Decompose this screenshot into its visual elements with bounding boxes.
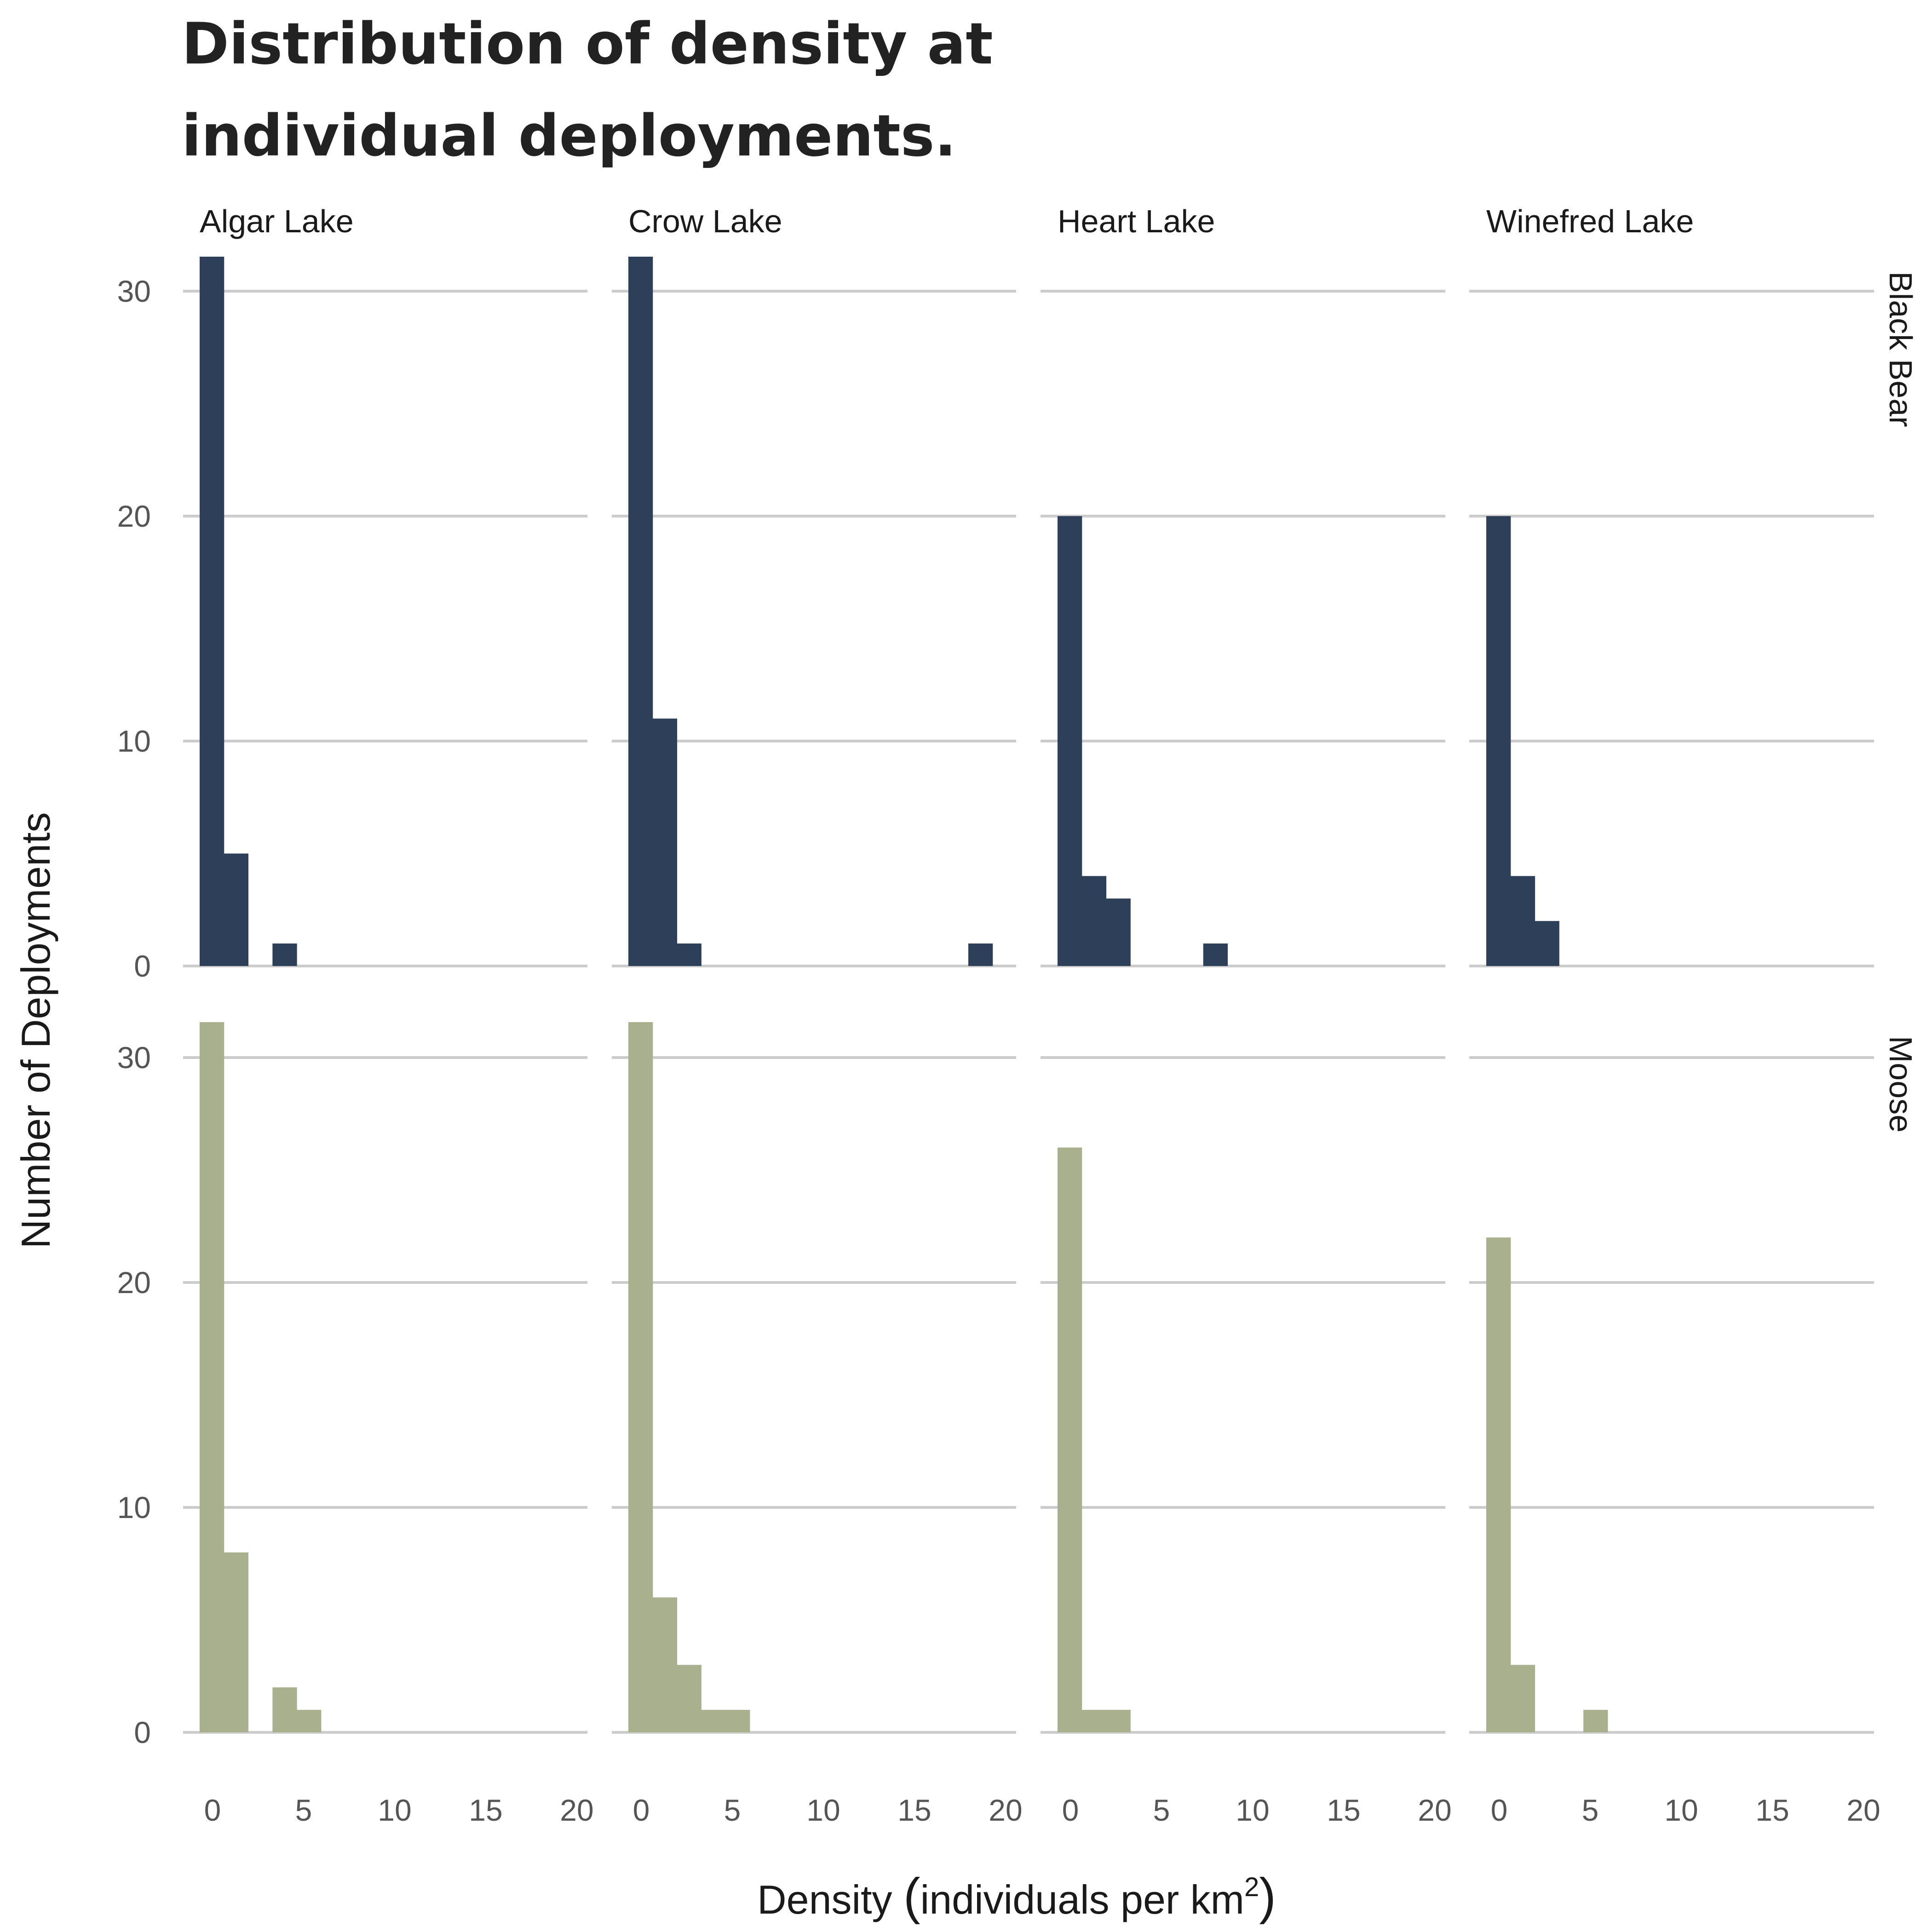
bar-black-bear-algar-lake-1	[224, 853, 249, 966]
chart-title-line-2: individual deployments.	[182, 103, 956, 169]
y-tick-label-moose-0: 0	[134, 1715, 151, 1749]
bar-black-bear-winefred-lake-2	[1535, 921, 1559, 966]
bar-moose-crow-lake-3	[701, 1710, 726, 1732]
x-tick-label-winefred-lake-20: 20	[1846, 1793, 1880, 1827]
x-axis-title: Density (individuals per km2)	[757, 1868, 1276, 1925]
x-tick-label-heart-lake-5: 5	[1153, 1793, 1170, 1827]
bar-black-bear-crow-lake-1	[652, 719, 678, 966]
panel-moose-algar-lake	[200, 1022, 322, 1732]
x-tick-label-winefred-lake-5: 5	[1582, 1793, 1599, 1827]
x-axis-title-superscript: 2	[1244, 1872, 1259, 1902]
x-tick-label-heart-lake-15: 15	[1327, 1793, 1360, 1827]
x-tick-label-heart-lake-0: 0	[1062, 1793, 1079, 1827]
y-tick-label-moose-30: 30	[117, 1041, 151, 1075]
x-tick-label-algar-lake-10: 10	[378, 1793, 411, 1827]
x-tick-label-heart-lake-10: 10	[1236, 1793, 1269, 1827]
bar-moose-winefred-lake-0	[1486, 1237, 1511, 1732]
row-label-black-bear: Black Bear	[1883, 271, 1919, 427]
y-axis-title: Number of Deployments	[13, 812, 58, 1249]
x-tick-label-crow-lake-20: 20	[989, 1793, 1022, 1827]
strip-label-algar-lake: Algar Lake	[200, 203, 354, 239]
bar-black-bear-heart-lake-1	[1081, 876, 1107, 966]
bar-moose-heart-lake-0	[1058, 1147, 1082, 1732]
bar-moose-winefred-lake-4	[1583, 1710, 1608, 1732]
strip-label-heart-lake: Heart Lake	[1058, 203, 1215, 239]
bar-black-bear-algar-lake-0	[200, 257, 224, 966]
bar-black-bear-heart-lake-6	[1203, 943, 1228, 966]
x-tick-label-crow-lake-5: 5	[724, 1793, 741, 1827]
x-axis-title-main: Density	[757, 1877, 903, 1922]
chart-title-line-1: Distribution of density at	[182, 11, 993, 77]
bar-black-bear-heart-lake-0	[1058, 516, 1082, 966]
bar-moose-algar-lake-3	[272, 1687, 297, 1732]
bar-moose-algar-lake-0	[200, 1022, 224, 1732]
panel-black-bear-crow-lake	[628, 257, 993, 966]
y-tick-label-black-bear-10: 10	[117, 724, 151, 758]
x-tick-label-winefred-lake-15: 15	[1755, 1793, 1789, 1827]
x-tick-label-algar-lake-5: 5	[295, 1793, 312, 1827]
x-tick-label-algar-lake-15: 15	[469, 1793, 502, 1827]
x-tick-label-winefred-lake-10: 10	[1664, 1793, 1698, 1827]
bar-moose-winefred-lake-1	[1510, 1665, 1535, 1732]
x-axis-title-inner: individuals per km	[920, 1877, 1244, 1922]
panel-moose-crow-lake	[628, 1022, 750, 1732]
bar-black-bear-crow-lake-0	[628, 257, 653, 966]
panel-black-bear-heart-lake	[1058, 516, 1228, 966]
x-tick-label-winefred-lake-0: 0	[1491, 1793, 1508, 1827]
x-axis-title-close-paren: )	[1259, 1868, 1276, 1925]
panel-moose-winefred-lake	[1486, 1237, 1608, 1732]
x-axis-title-open-paren: (	[903, 1868, 920, 1925]
bar-black-bear-winefred-lake-1	[1510, 876, 1535, 966]
bar-moose-heart-lake-2	[1106, 1710, 1131, 1732]
bar-black-bear-algar-lake-3	[272, 943, 297, 966]
row-label-moose: Moose	[1883, 1036, 1919, 1133]
bar-black-bear-heart-lake-2	[1106, 898, 1131, 966]
x-tick-label-algar-lake-0: 0	[204, 1793, 221, 1827]
bar-moose-algar-lake-1	[224, 1552, 249, 1732]
x-tick-label-crow-lake-15: 15	[897, 1793, 931, 1827]
bar-moose-crow-lake-1	[652, 1597, 678, 1732]
panel-moose-heart-lake	[1058, 1147, 1131, 1732]
y-tick-label-black-bear-30: 30	[117, 274, 151, 308]
bar-black-bear-crow-lake-14	[968, 943, 993, 966]
bar-black-bear-crow-lake-2	[677, 943, 702, 966]
x-tick-label-crow-lake-10: 10	[806, 1793, 840, 1827]
bar-moose-crow-lake-0	[628, 1022, 653, 1732]
x-tick-label-algar-lake-20: 20	[560, 1793, 593, 1827]
y-tick-label-moose-10: 10	[117, 1490, 151, 1524]
bar-moose-heart-lake-1	[1081, 1710, 1107, 1732]
strip-label-winefred-lake: Winefred Lake	[1486, 203, 1694, 239]
facet-panels: Algar Lake Crow Lake Heart Lake Winefred La…	[117, 203, 1919, 1827]
bar-moose-crow-lake-4	[725, 1710, 750, 1732]
strip-label-crow-lake: Crow Lake	[628, 203, 782, 239]
bar-black-bear-winefred-lake-0	[1486, 516, 1511, 966]
bar-moose-algar-lake-4	[297, 1710, 322, 1732]
y-tick-label-black-bear-20: 20	[117, 499, 151, 533]
panel-black-bear-winefred-lake	[1486, 516, 1559, 966]
panel-black-bear-algar-lake	[200, 257, 297, 966]
x-tick-label-crow-lake-0: 0	[633, 1793, 650, 1827]
x-tick-label-heart-lake-20: 20	[1418, 1793, 1451, 1827]
y-tick-label-black-bear-0: 0	[134, 949, 151, 983]
y-tick-label-moose-20: 20	[117, 1265, 151, 1300]
bar-moose-crow-lake-2	[677, 1665, 702, 1732]
